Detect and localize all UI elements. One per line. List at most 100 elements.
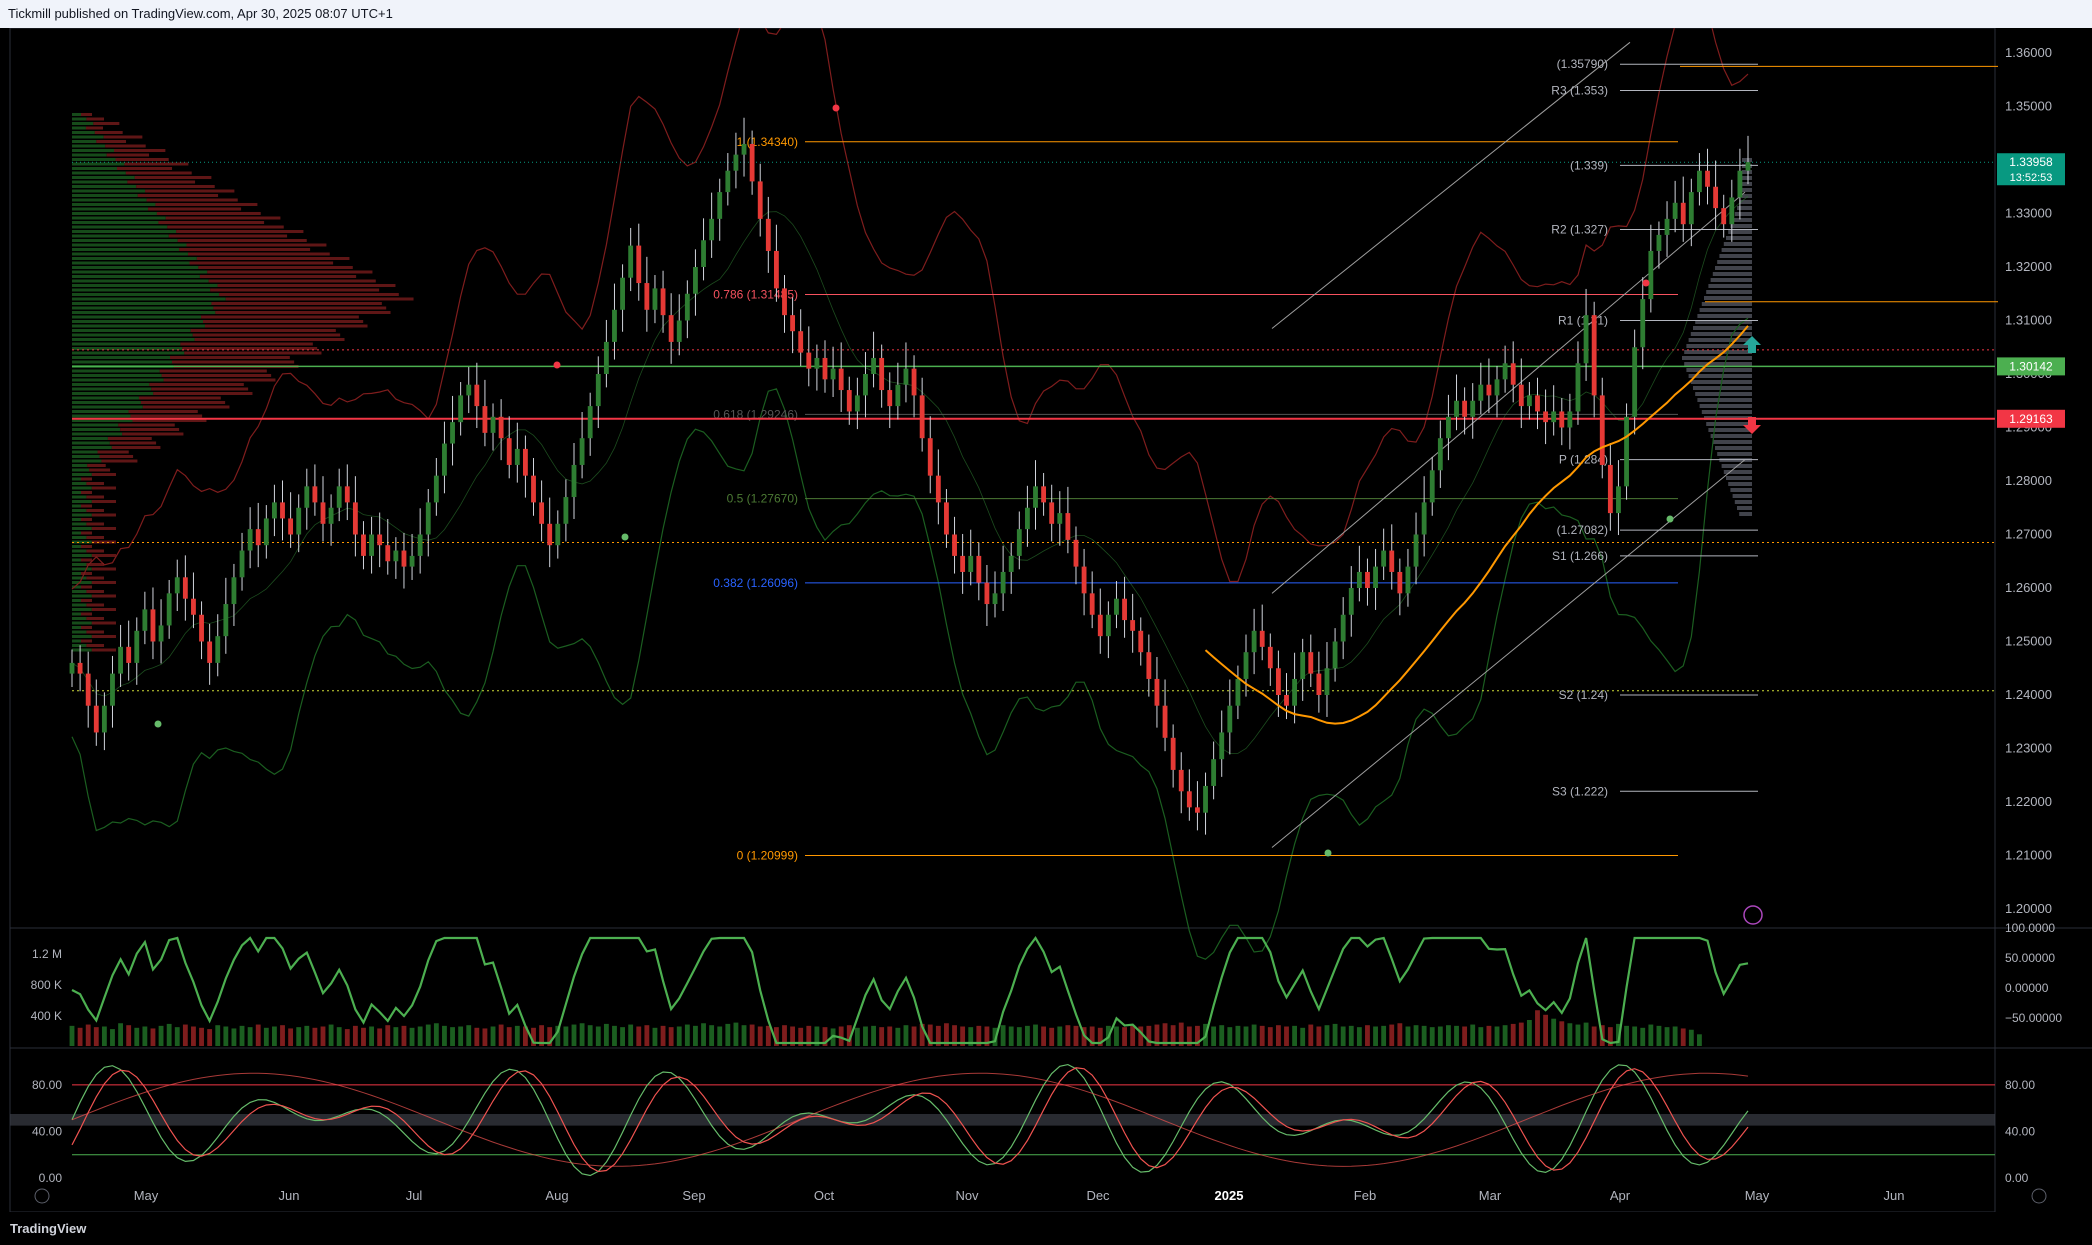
right-volume-profile-bar bbox=[1719, 254, 1752, 258]
volume-bar bbox=[871, 1025, 876, 1046]
tradingview-logo[interactable]: TradingView bbox=[10, 1221, 87, 1236]
volume-profile-bar bbox=[101, 459, 138, 463]
volume-profile-bar bbox=[120, 428, 180, 431]
volume-bar bbox=[158, 1025, 164, 1046]
volume-profile-bar bbox=[156, 212, 261, 215]
volume-profile-bar bbox=[196, 257, 350, 260]
candle-body bbox=[166, 593, 172, 626]
right-volume-profile-bar bbox=[1715, 446, 1752, 450]
volume-profile-bar bbox=[91, 567, 116, 571]
volume-bar bbox=[1170, 1025, 1176, 1046]
candle-body bbox=[539, 502, 545, 524]
volume-bar bbox=[1446, 1025, 1451, 1046]
candle-body bbox=[644, 283, 650, 310]
volume-bar bbox=[393, 1027, 399, 1046]
volume-profile-bar bbox=[203, 320, 364, 323]
oscillator-axis-label: −50.00000 bbox=[2005, 1011, 2062, 1025]
pivot-levels: (1.35790) R3 (1.353) (1.339) R2 (1.327) R1 (… bbox=[1551, 57, 1758, 798]
time-axis[interactable]: May Jun Jul Aug Sep Oct Nov Dec 2025 Feb Mar Apr May… bbox=[34, 1188, 2047, 1204]
volume-bar bbox=[765, 1025, 771, 1046]
volume-bar bbox=[385, 1025, 391, 1046]
volume-profile-bar bbox=[72, 473, 92, 476]
candle-body bbox=[1470, 400, 1476, 417]
volume-bar bbox=[1146, 1025, 1152, 1046]
volume-profile-bar bbox=[72, 140, 97, 143]
volume-profile-bar bbox=[72, 405, 143, 409]
pivot-label: R3 (1.353) bbox=[1551, 83, 1608, 97]
candle-body bbox=[1729, 197, 1735, 225]
candle-body bbox=[693, 267, 698, 294]
right-volume-profile-bar bbox=[1706, 290, 1752, 294]
down-arrow-icon bbox=[1743, 417, 1761, 434]
volume-profile-bar bbox=[81, 639, 92, 643]
volume-bar bbox=[612, 1025, 617, 1046]
fib-level-label: 0 (1.20999) bbox=[737, 849, 798, 863]
volume-bar bbox=[1089, 1026, 1095, 1046]
candle-body bbox=[1640, 299, 1646, 348]
volume-profile-bar bbox=[72, 302, 212, 305]
volume-profile-bar bbox=[72, 275, 200, 278]
volume-profile-bar bbox=[225, 297, 414, 301]
time-axis-label: Mar bbox=[1479, 1188, 1502, 1203]
candle-body bbox=[1211, 759, 1217, 786]
volume-profile-bar bbox=[72, 153, 107, 157]
candle-body bbox=[1381, 550, 1387, 567]
volume-bar bbox=[895, 1027, 901, 1046]
candle-body bbox=[579, 438, 585, 465]
volume-profile-bar bbox=[72, 495, 87, 499]
candle-body bbox=[919, 395, 925, 439]
volume-profile-bar bbox=[213, 306, 387, 310]
volume-profile-bar bbox=[72, 401, 141, 404]
candle-body bbox=[344, 486, 350, 503]
volume-bar bbox=[1381, 1025, 1387, 1046]
volume-bar bbox=[1008, 1026, 1014, 1046]
volume-profile-bar bbox=[72, 437, 108, 440]
chart-grid bbox=[9, 28, 2092, 1212]
volume-bar bbox=[1697, 1034, 1702, 1046]
volume-bar bbox=[1583, 1022, 1589, 1046]
candle-body bbox=[1105, 614, 1111, 637]
price-badge-timer: 13:52:53 bbox=[2010, 172, 2053, 184]
candle-body bbox=[320, 502, 326, 524]
candle-body bbox=[1316, 673, 1322, 695]
volume-bar bbox=[1308, 1024, 1314, 1046]
volume-profile-bar bbox=[72, 171, 126, 175]
candle-body bbox=[992, 593, 998, 605]
pivot-label: (1.339) bbox=[1570, 158, 1608, 172]
candle-body bbox=[1097, 614, 1103, 637]
candle-body bbox=[1583, 315, 1589, 364]
volume-profile-bar bbox=[72, 531, 81, 535]
volume-bar bbox=[1462, 1026, 1468, 1046]
volume-bar bbox=[1437, 1026, 1443, 1046]
volume-profile-bar bbox=[72, 266, 199, 269]
candle-body bbox=[110, 673, 115, 706]
pivot-label: R2 (1.327) bbox=[1551, 223, 1608, 237]
candle-body bbox=[555, 523, 561, 546]
pivot-label: S3 (1.222) bbox=[1552, 784, 1608, 798]
volume-profile-bar bbox=[210, 288, 380, 292]
right-volume-profile-bar bbox=[1697, 398, 1752, 402]
volume-profile-bar bbox=[72, 243, 187, 247]
candle-body bbox=[790, 315, 796, 332]
candle-body bbox=[263, 518, 269, 546]
candlestick-series[interactable] bbox=[69, 117, 1751, 835]
volume-profile-bar bbox=[72, 342, 181, 346]
volume-bar bbox=[1300, 1027, 1306, 1046]
volume-profile-bar bbox=[72, 126, 86, 130]
candle-body bbox=[757, 181, 763, 219]
right-volume-profile-bar bbox=[1712, 440, 1752, 444]
right-volume-profile-bar bbox=[1742, 188, 1752, 192]
volume-profile-bar bbox=[72, 374, 162, 377]
candle-body bbox=[207, 641, 213, 663]
candle-body bbox=[773, 250, 779, 289]
stoch-d-line bbox=[71, 1067, 1749, 1173]
volume-profile-bar bbox=[72, 545, 81, 548]
right-volume-profile-bar bbox=[1695, 392, 1752, 396]
volume-profile-bar bbox=[86, 563, 104, 566]
volume-profile-bar bbox=[72, 572, 81, 575]
chart-canvas[interactable]: 1 (1.34340)0.786 (1.31485)0.618 (1.29246… bbox=[0, 28, 2092, 1212]
volume-bar bbox=[1227, 1027, 1233, 1046]
volume-bar bbox=[960, 1026, 966, 1046]
right-volume-profile-bar bbox=[1741, 194, 1752, 198]
candle-body bbox=[717, 192, 723, 219]
